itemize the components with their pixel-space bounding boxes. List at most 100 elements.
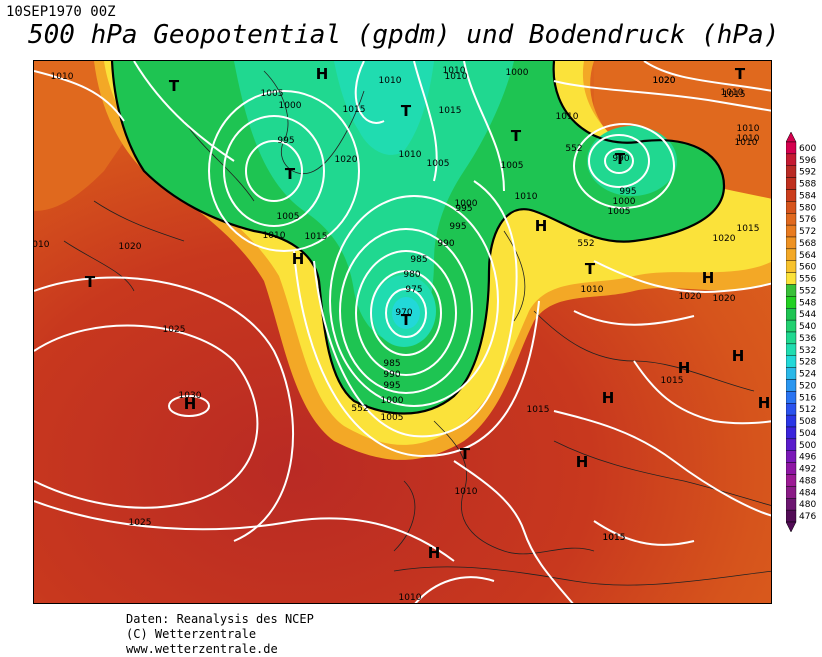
legend-swatch — [786, 165, 797, 178]
legend-tick-label: 536 — [799, 334, 816, 344]
pressure-label: 1000 — [381, 396, 404, 406]
trough-core-north — [334, 61, 434, 155]
pressure-label: 1010 — [515, 192, 538, 202]
high-marker: H — [316, 65, 329, 83]
pressure-label: 1015 — [527, 405, 550, 415]
legend-tick-label: 588 — [799, 180, 816, 190]
legend-arrow-top — [786, 132, 797, 143]
legend-swatch — [786, 509, 797, 523]
high-marker: H — [758, 394, 771, 412]
legend-tick-label: 496 — [799, 453, 816, 463]
website: www.wetterzentrale.de — [126, 642, 278, 656]
pressure-label: 1000 — [613, 197, 636, 207]
legend-tick-label: 556 — [799, 275, 816, 285]
legend-swatch — [786, 355, 797, 368]
legend-swatch — [786, 248, 797, 261]
pressure-label: 1015 — [737, 224, 760, 234]
pressure-label: 1020 — [335, 155, 358, 165]
legend-swatch — [786, 450, 797, 463]
low-marker: T — [85, 273, 96, 291]
pressure-label: 1015 — [439, 106, 462, 116]
pressure-label: 1010 — [263, 231, 286, 241]
legend-tick-label: 568 — [799, 239, 816, 249]
legend-swatch — [786, 153, 797, 166]
legend-tick-label: 572 — [799, 227, 816, 237]
legend-swatch — [786, 272, 797, 285]
pressure-label: 1010 — [721, 88, 744, 98]
pressure-label: 990 — [612, 154, 629, 164]
height-label-552: 552 — [351, 404, 368, 414]
pressure-label: 970 — [395, 308, 412, 318]
pressure-label: 1010 — [379, 76, 402, 86]
legend-swatch — [786, 367, 797, 380]
contour-552 — [110, 61, 726, 415]
pressure-label: 1020 — [713, 294, 736, 304]
pressure-label: 1015 — [603, 533, 626, 543]
pressure-label: 1010 — [581, 285, 604, 295]
legend-tick-label: 516 — [799, 393, 816, 403]
pressure-label: 1010 — [34, 240, 50, 250]
pressure-label: 1025 — [129, 518, 152, 528]
map-canvas: 1010 1005 1000 995 1015 1020 1010 1010 1… — [34, 61, 771, 603]
pressure-label: 1015 — [603, 533, 626, 543]
high-marker: H — [292, 250, 305, 268]
pressure-label: 990 — [437, 239, 454, 249]
legend-tick-label: 480 — [799, 500, 816, 510]
pressure-label: 1010 — [737, 134, 760, 144]
pressure-label: 995 — [383, 381, 400, 391]
legend-tick-label: 600 — [799, 144, 816, 154]
legend-swatch — [786, 414, 797, 428]
legend-swatch — [786, 236, 797, 250]
legend-swatch — [786, 438, 797, 451]
legend-tick-label: 488 — [799, 476, 816, 486]
copyright: (C) Wetterzentrale — [126, 627, 257, 641]
legend-swatch — [786, 343, 797, 356]
pressure-label: 975 — [405, 285, 422, 295]
legend-tick-label: 492 — [799, 465, 816, 475]
pressure-label: 995 — [449, 222, 466, 232]
legend-tick-label: 560 — [799, 263, 816, 273]
low-marker: T — [735, 65, 746, 83]
legend-tick-label: 512 — [799, 405, 816, 415]
pressure-label: 1010 — [737, 124, 760, 134]
legend-tick-label: 524 — [799, 370, 816, 380]
legend-tick-label: 564 — [799, 251, 816, 261]
legend-swatch — [786, 141, 797, 155]
low-marker: T — [401, 102, 412, 120]
legend-swatch — [786, 462, 797, 475]
legend-tick-label: 484 — [799, 488, 816, 498]
map-title: 500 hPa Geopotential (gpdm) und Bodendru… — [28, 20, 780, 50]
legend-tick-label: 580 — [799, 203, 816, 213]
legend-swatch — [786, 284, 797, 297]
low-marker: T — [585, 260, 596, 278]
pressure-label: 1000 — [455, 199, 478, 209]
legend-swatch — [786, 189, 797, 202]
legend-tick-label: 544 — [799, 310, 816, 320]
legend-swatch — [786, 426, 797, 440]
pressure-label: 1000 — [506, 68, 529, 78]
footer: Daten: Reanalysis des NCEP (C) Wetterzen… — [126, 612, 314, 657]
data-source: Daten: Reanalysis des NCEP — [126, 612, 314, 626]
trough-core — [234, 61, 514, 342]
pressure-label: 980 — [403, 270, 420, 280]
pressure-label: 985 — [383, 359, 400, 369]
legend-tick-label: 576 — [799, 215, 816, 225]
pressure-label: 1030 — [179, 391, 202, 401]
high-marker: H — [428, 544, 441, 562]
legend-tick-label: 596 — [799, 156, 816, 166]
low-marker: T — [401, 311, 412, 329]
pressure-label: 995 — [619, 187, 636, 197]
legend-swatch — [786, 260, 797, 273]
pressure-label: 1010 — [399, 150, 422, 160]
legend-swatch — [786, 308, 797, 321]
legend-swatch — [786, 213, 797, 226]
low-marker: T — [285, 165, 296, 183]
high-marker: H — [732, 347, 745, 365]
legend-tick-label: 508 — [799, 417, 816, 427]
low-marker: T — [169, 77, 180, 95]
pressure-label: 995 — [277, 136, 294, 146]
pressure-label: 1005 — [501, 161, 524, 171]
pressure-label: 1015 — [723, 90, 746, 100]
pressure-label: 1015 — [661, 376, 684, 386]
